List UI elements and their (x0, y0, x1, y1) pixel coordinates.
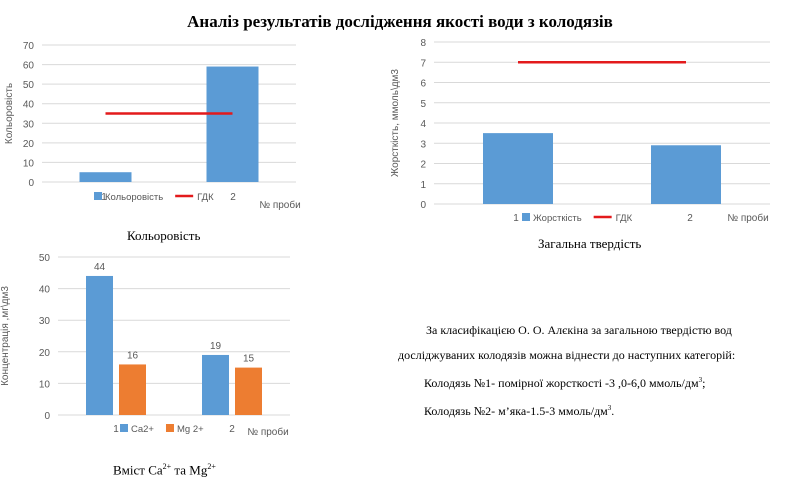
y-tick-label: 7 (420, 58, 426, 69)
y-tick-label: 50 (23, 80, 35, 91)
data-label: 15 (243, 354, 255, 365)
x-axis-title: № проби (727, 212, 768, 224)
y-tick-label: 6 (420, 79, 426, 90)
legend-swatch (522, 213, 530, 221)
y-tick-label: 50 (39, 253, 51, 264)
well1-end: ; (702, 376, 706, 390)
bar (119, 364, 146, 415)
y-tick-label: 70 (23, 41, 35, 52)
y-axis-title: Жорсткість, ммоль\дм3 (390, 69, 401, 177)
y-tick-label: 0 (28, 178, 34, 189)
y-tick-label: 8 (420, 38, 426, 49)
y-tick-label: 20 (23, 139, 35, 150)
ca-mg-chart: 0 10 20 30 40 50 Концентрація ,мг\дм3 44 19 16 15 1… (0, 253, 290, 438)
y-tick-label: 0 (420, 200, 426, 211)
legend-swatch (165, 424, 174, 432)
legend-label: Жорсткість (533, 213, 582, 224)
well1-sup: 3 (698, 376, 703, 384)
x-tick-label: 2 (230, 192, 236, 203)
ca-mg-caption-sup2: 2+ (207, 462, 216, 471)
y-tick-label: 40 (23, 100, 35, 111)
ca-mg-chart-caption: Вміст Ca2+ та Mg2+ (113, 462, 216, 478)
ca-mg-caption-mid: та Mg (171, 462, 208, 478)
well2-end: . (611, 404, 615, 418)
x-tick-label: 1 (113, 424, 119, 435)
y-tick-label: 30 (23, 119, 35, 130)
legend-label: Mg 2+ (177, 424, 204, 435)
bar (651, 145, 721, 204)
y-tick-label: 10 (39, 379, 51, 390)
x-tick-label: 2 (687, 213, 693, 224)
x-tick-label: 2 (229, 424, 235, 435)
y-tick-label: 60 (23, 61, 35, 72)
y-axis-title: Кольоровість (4, 83, 15, 144)
data-label: 44 (94, 262, 106, 273)
y-tick-label: 2 (420, 160, 426, 171)
bar (86, 275, 113, 415)
legend-label: ГДК (197, 192, 214, 203)
legend-label: Ca2+ (131, 424, 154, 435)
bar (202, 354, 229, 415)
well2-sup: 3 (607, 404, 612, 412)
x-tick-label: 1 (101, 192, 107, 203)
y-tick-label: 5 (420, 99, 426, 110)
x-tick-label: 1 (513, 213, 519, 224)
bar (206, 66, 259, 182)
data-label: 16 (127, 350, 139, 361)
classification-line-2: досліджуваних колодязів можна віднести д… (398, 348, 736, 362)
y-tick-label: 10 (23, 158, 35, 169)
classification-line-3: Колодязь №1- помірної жорсткості -3 ,0-6… (398, 368, 800, 396)
y-tick-label: 30 (39, 316, 51, 327)
legend-swatch (120, 424, 128, 432)
y-tick-label: 1 (420, 180, 426, 191)
legend-label: ГДК (616, 213, 633, 224)
page-title: Аналіз результатів дослідження якості во… (187, 12, 613, 31)
classification-line-1: За класифікацією О. О. Алєкіна за загаль… (426, 323, 732, 337)
ca-mg-caption-pre: Вміст Ca (113, 462, 163, 478)
bar (483, 133, 553, 204)
y-tick-label: 40 (39, 285, 51, 296)
ca-mg-caption-sup1: 2+ (162, 462, 172, 471)
hardness-chart-caption: Загальна твердість (538, 236, 642, 251)
legend-label: Кольоровість (105, 192, 163, 203)
data-label: 19 (210, 341, 222, 352)
x-axis-title: № проби (259, 199, 300, 211)
y-axis-title: Концентрація ,мг\дм3 (0, 286, 11, 386)
color-chart-caption: Кольоровість (127, 228, 201, 243)
classification-line-4: Колодязь №2- м’яка-1.5-3 ммоль/дм3. (398, 396, 800, 424)
hardness-chart: 0 1 2 3 4 5 6 7 8 Жорсткість, ммоль\дм3 1 2 Жорсткіс… (390, 38, 770, 224)
well2-text: Колодязь №2- м’яка-1.5-3 ммоль/дм (424, 404, 608, 418)
classification-text: За класифікацією О. О. Алєкіна за загаль… (398, 318, 800, 424)
y-tick-label: 0 (44, 411, 50, 422)
bar (79, 172, 132, 182)
y-tick-label: 20 (39, 348, 51, 359)
bar (235, 367, 262, 415)
well1-text: Колодязь №1- помірної жорсткості -3 ,0-6… (424, 376, 699, 390)
y-tick-label: 3 (420, 139, 426, 150)
y-tick-label: 4 (420, 119, 426, 130)
x-axis-title: № проби (247, 426, 288, 438)
legend-swatch (94, 192, 102, 200)
